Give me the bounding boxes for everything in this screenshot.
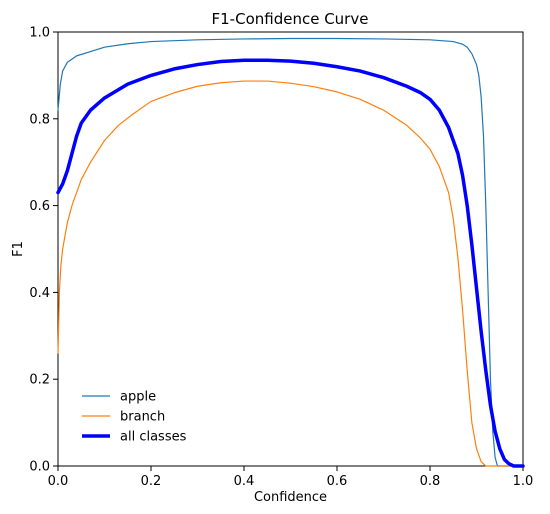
legend: apple branch all classes (82, 390, 187, 445)
y-axis: 0.0 0.2 0.4 0.6 0.8 1.0 (29, 26, 58, 475)
y-axis-title: F1 (11, 241, 26, 257)
x-tick-label: 0.6 (327, 474, 348, 489)
x-tick-label: 0.8 (420, 474, 441, 489)
series-group (56, 37, 525, 468)
y-tick-label: 0.8 (29, 112, 50, 127)
y-tick-label: 0.6 (29, 199, 50, 214)
x-tick-label: 0.4 (234, 474, 255, 489)
series-line-branch (57, 80, 524, 467)
y-tick-label: 0.0 (29, 460, 50, 475)
y-tick-label: 1.0 (29, 26, 50, 41)
series-line-all-classes (56, 58, 525, 468)
x-tick-label: 0.0 (48, 474, 69, 489)
series-line-apple (57, 37, 524, 467)
y-tick-label: 0.2 (29, 373, 50, 388)
chart-title: F1-Confidence Curve (212, 10, 369, 28)
legend-label: all classes (120, 430, 187, 445)
x-axis: 0.0 0.2 0.4 0.6 0.8 1.0 (48, 466, 534, 489)
x-axis-title: Confidence (254, 490, 327, 505)
legend-label: apple (120, 390, 156, 405)
plot-area (57, 31, 524, 467)
y-tick-label: 0.4 (29, 286, 50, 301)
x-tick-label: 1.0 (513, 474, 534, 489)
legend-label: branch (120, 410, 165, 425)
x-tick-label: 0.2 (141, 474, 162, 489)
